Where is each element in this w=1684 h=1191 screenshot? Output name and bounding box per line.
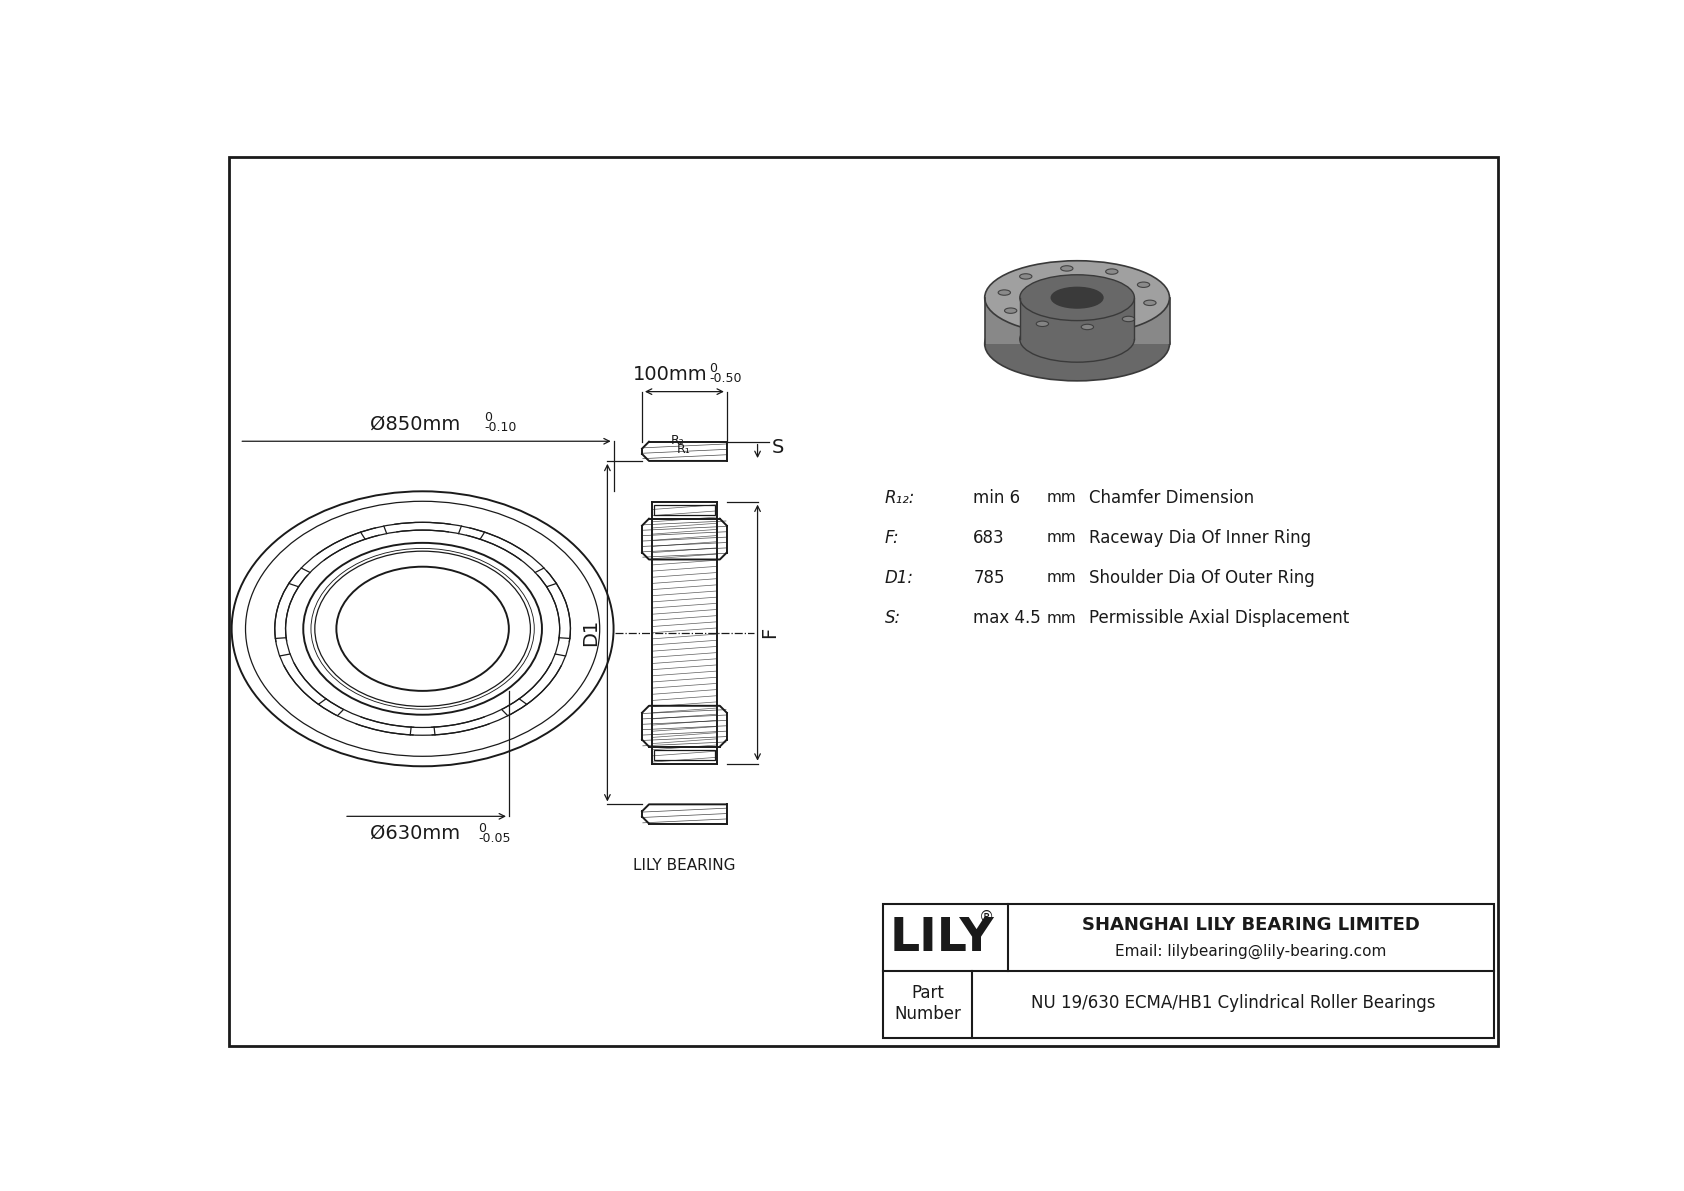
Text: LILY BEARING: LILY BEARING: [633, 859, 736, 873]
Text: R₁₂:: R₁₂:: [884, 488, 914, 507]
Text: min 6: min 6: [973, 488, 1021, 507]
Text: Ø850mm: Ø850mm: [370, 414, 460, 434]
Text: Shoulder Dia Of Outer Ring: Shoulder Dia Of Outer Ring: [1088, 569, 1315, 587]
Text: mm: mm: [1046, 530, 1076, 545]
Text: D1: D1: [581, 619, 600, 647]
Ellipse shape: [1081, 324, 1093, 330]
Text: Part
Number: Part Number: [894, 984, 962, 1023]
Ellipse shape: [1061, 266, 1073, 272]
Bar: [985, 298, 1169, 344]
Text: 0: 0: [478, 822, 487, 835]
Ellipse shape: [985, 307, 1169, 381]
Text: mm: mm: [1046, 491, 1076, 505]
Text: R₁: R₁: [677, 443, 690, 456]
Ellipse shape: [1019, 274, 1032, 279]
Text: Permissible Axial Displacement: Permissible Axial Displacement: [1088, 609, 1349, 626]
Text: LILY: LILY: [889, 916, 994, 960]
Ellipse shape: [1122, 317, 1135, 322]
Text: Email: lilybearing@lily-bearing.com: Email: lilybearing@lily-bearing.com: [1115, 944, 1388, 959]
Bar: [653, 750, 716, 761]
Text: S: S: [771, 438, 783, 457]
Ellipse shape: [999, 289, 1010, 295]
Text: -0.05: -0.05: [478, 831, 510, 844]
Text: 0: 0: [709, 362, 717, 375]
Bar: [882, 904, 1494, 1039]
Text: Raceway Dia Of Inner Ring: Raceway Dia Of Inner Ring: [1088, 529, 1310, 547]
Ellipse shape: [1021, 275, 1135, 320]
Ellipse shape: [1036, 322, 1049, 326]
Text: max 4.5: max 4.5: [973, 609, 1041, 626]
Ellipse shape: [1137, 282, 1150, 287]
Text: 0: 0: [485, 411, 492, 424]
Text: ®: ®: [980, 910, 995, 925]
Ellipse shape: [1143, 300, 1157, 306]
Text: SHANGHAI LILY BEARING LIMITED: SHANGHAI LILY BEARING LIMITED: [1083, 916, 1420, 934]
Text: -0.50: -0.50: [709, 373, 741, 386]
Text: D1:: D1:: [884, 569, 914, 587]
Ellipse shape: [1106, 269, 1118, 274]
Text: F: F: [761, 626, 780, 638]
Bar: [653, 505, 716, 515]
Ellipse shape: [1051, 287, 1103, 308]
Ellipse shape: [1021, 317, 1135, 362]
Text: 683: 683: [973, 529, 1005, 547]
Text: R₂: R₂: [670, 434, 684, 447]
Text: F:: F:: [884, 529, 899, 547]
Text: S:: S:: [884, 609, 901, 626]
Bar: [1021, 298, 1135, 339]
Text: NU 19/630 ECMA/HB1 Cylindrical Roller Bearings: NU 19/630 ECMA/HB1 Cylindrical Roller Be…: [1031, 994, 1435, 1012]
Text: 785: 785: [973, 569, 1005, 587]
Ellipse shape: [985, 261, 1169, 335]
Text: 100mm: 100mm: [633, 364, 707, 384]
Ellipse shape: [1005, 308, 1017, 313]
Text: Ø630mm: Ø630mm: [370, 824, 460, 843]
Text: -0.10: -0.10: [485, 422, 517, 435]
Text: mm: mm: [1046, 611, 1076, 625]
Text: mm: mm: [1046, 570, 1076, 586]
Text: Chamfer Dimension: Chamfer Dimension: [1088, 488, 1255, 507]
